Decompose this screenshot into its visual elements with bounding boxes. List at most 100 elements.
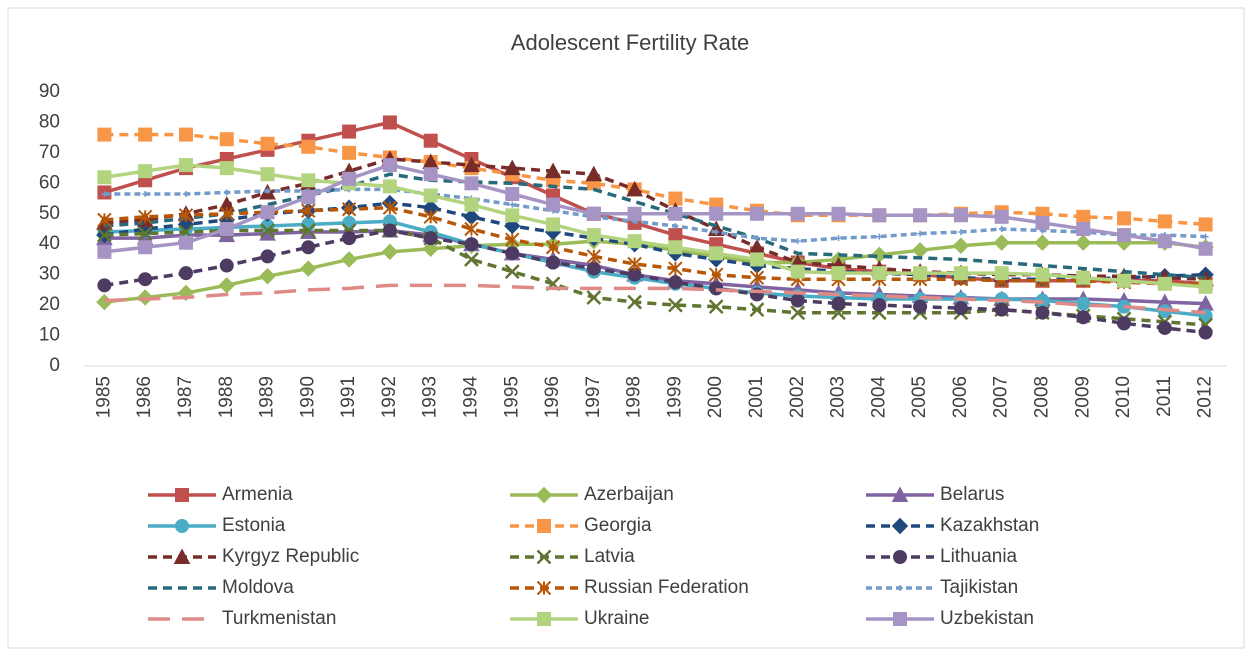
marker (301, 190, 316, 205)
x-tick-label: 2005 (909, 376, 930, 418)
series-line (104, 205, 1206, 286)
marker (749, 302, 765, 318)
marker (1035, 267, 1050, 282)
marker (464, 176, 479, 191)
marker (1198, 279, 1213, 294)
marker (1157, 234, 1172, 249)
marker (381, 243, 399, 261)
x-tick-label: 1987 (175, 376, 196, 418)
marker (953, 266, 968, 281)
x-tick-label: 1990 (297, 376, 318, 418)
marker (536, 580, 552, 596)
marker (1035, 305, 1050, 320)
marker (1117, 316, 1132, 331)
marker (422, 240, 439, 257)
x-tick-label: 1993 (420, 376, 441, 418)
marker (893, 612, 907, 626)
series (97, 158, 1213, 259)
series-line (104, 283, 1206, 315)
marker (876, 233, 883, 240)
marker (668, 275, 683, 290)
marker (627, 256, 642, 272)
series-line (104, 228, 1206, 335)
marker (97, 170, 112, 185)
marker (260, 205, 275, 220)
marker (872, 208, 887, 223)
x-tick-label: 2001 (746, 376, 767, 418)
marker (503, 159, 521, 176)
marker (504, 264, 520, 280)
marker (423, 133, 438, 148)
marker (913, 299, 928, 314)
marker (260, 167, 275, 182)
marker (464, 197, 479, 212)
marker (97, 227, 112, 243)
marker (668, 297, 683, 313)
x-tick-label: 2002 (787, 376, 808, 418)
series-line (104, 228, 1206, 327)
marker (382, 179, 397, 194)
marker (1076, 310, 1091, 325)
marker (138, 240, 153, 255)
marker (831, 266, 846, 281)
marker (994, 209, 1009, 224)
x-tick-label: 2006 (950, 376, 971, 418)
marker (97, 212, 112, 228)
marker (219, 206, 234, 221)
x-tick-label: 2007 (991, 376, 1012, 418)
chart-title: Adolescent Fertility Rate (511, 30, 749, 55)
legend-label: Latvia (584, 546, 635, 567)
marker (627, 294, 642, 310)
marker (178, 266, 193, 281)
x-tick-label: 1994 (460, 376, 481, 419)
marker (546, 217, 561, 232)
marker (627, 234, 642, 249)
y-tick-label: 20 (39, 294, 60, 315)
marker (537, 612, 551, 626)
series-line (104, 187, 1206, 243)
y-tick-label: 90 (39, 81, 60, 102)
marker (464, 252, 479, 267)
marker (138, 272, 153, 287)
marker (382, 158, 397, 173)
x-tick-label: 1996 (542, 376, 563, 418)
marker (505, 232, 520, 247)
marker (178, 158, 193, 173)
marker (545, 240, 561, 255)
y-tick-label: 50 (39, 203, 60, 224)
marker (219, 132, 234, 147)
marker (749, 206, 764, 221)
marker (994, 266, 1009, 281)
marker (953, 301, 968, 316)
marker (835, 235, 842, 242)
marker (913, 266, 928, 281)
legend-label: Lithuania (940, 546, 1018, 567)
marker (300, 260, 317, 277)
marker (546, 255, 561, 270)
marker (586, 228, 601, 243)
marker (893, 550, 907, 564)
series-line (104, 132, 1206, 227)
marker (708, 299, 724, 315)
marker (137, 226, 153, 241)
marker (259, 267, 276, 285)
marker (178, 235, 193, 250)
marker (586, 290, 602, 305)
marker (260, 136, 275, 151)
marker (1076, 270, 1091, 285)
x-tick-label: 1997 (583, 376, 604, 418)
series-line (104, 172, 1206, 280)
marker (178, 208, 194, 223)
marker (831, 206, 846, 221)
marker (342, 145, 357, 160)
marker (790, 305, 806, 321)
marker (301, 139, 316, 154)
x-tick-label: 2000 (705, 376, 726, 418)
marker (137, 209, 153, 225)
marker (97, 244, 112, 259)
x-tick-label: 1985 (93, 376, 114, 418)
marker (1202, 233, 1209, 240)
x-tick-label: 1992 (379, 376, 400, 418)
y-tick-label: 60 (39, 172, 60, 193)
